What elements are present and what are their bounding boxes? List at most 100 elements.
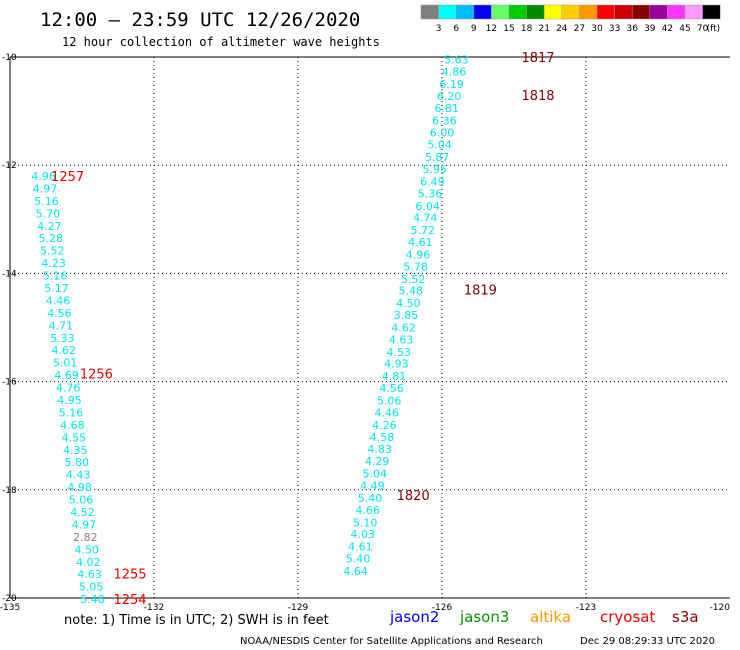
swh-value: 5.52 [401, 273, 426, 286]
swh-value: 4.62 [52, 344, 77, 357]
swh-value: 4.02 [76, 556, 101, 569]
scale-label: 24 [556, 24, 568, 34]
mission-legend-altika: altika [530, 608, 571, 626]
swh-value: 5.16 [59, 406, 84, 419]
swh-value: 6.36 [432, 114, 457, 127]
swh-value: 5.05 [79, 581, 104, 594]
swh-value: 4.53 [387, 346, 412, 359]
scale-label: 3 [436, 24, 442, 34]
scale-label: 36 [626, 24, 638, 34]
x-tick-label: -132 [144, 603, 164, 613]
swh-value: 3.85 [394, 309, 419, 322]
pass-time-label: 1256 [80, 367, 113, 382]
swh-value: 4.96 [406, 248, 431, 261]
y-tick-label: -14 [2, 269, 17, 279]
swh-value: 5.04 [363, 468, 388, 481]
swh-value: 4.86 [442, 66, 467, 79]
pass-time-label: 1819 [464, 284, 497, 299]
scale-swatch [526, 4, 545, 20]
swh-value: 4.63 [389, 333, 414, 346]
scale-swatch [667, 4, 686, 20]
swh-value: 4.74 [413, 212, 438, 225]
swh-value: 4.95 [57, 394, 82, 407]
swh-value: 4.56 [379, 382, 404, 395]
chart-title: 12:00 – 23:59 UTC 12/26/2020 [40, 9, 360, 31]
swh-value: 5.95 [423, 163, 448, 176]
swh-value: 5.16 [43, 270, 68, 283]
scale-label: 42 [662, 24, 673, 34]
swh-value: 5.33 [50, 332, 75, 345]
swh-value: 4.97 [33, 182, 58, 195]
swh-value: 4.81 [382, 370, 407, 383]
swh-value: 4.26 [372, 419, 397, 432]
swh-value: 6.00 [430, 127, 455, 140]
scale-swatch [631, 4, 651, 20]
scale-swatch [420, 4, 439, 20]
scale-swatch [508, 4, 527, 20]
swh-value: 4.97 [72, 518, 97, 531]
swh-value: 4.56 [47, 307, 72, 320]
swh-value: 5.40 [346, 553, 371, 566]
scale-swatch [561, 4, 580, 20]
swh-value: 4.27 [37, 220, 62, 233]
swh-value: 5.17 [44, 282, 69, 295]
swh-value: 4.29 [365, 455, 390, 468]
scale-label: 21 [538, 24, 549, 34]
scale-swatch [543, 4, 563, 20]
swh-value: 4.69 [54, 369, 79, 382]
scale-swatch [596, 4, 615, 20]
swh-value: 4.76 [56, 382, 81, 395]
scale-swatch [438, 4, 457, 20]
swh-value: 6.49 [420, 175, 445, 188]
swh-value: 4.50 [75, 543, 100, 556]
swh-value: 5.06 [69, 494, 94, 507]
swh-value: 5.87 [425, 151, 450, 164]
x-tick-label: -129 [288, 603, 309, 613]
x-tick-label: -126 [432, 603, 453, 613]
footer-timestamp: Dec 29 08:29:33 UTC 2020 [580, 636, 715, 647]
x-tick-label: -135 [0, 603, 20, 613]
swh-value: 5.63 [444, 54, 469, 67]
y-tick-label: -12 [2, 161, 17, 171]
scale-label: 27 [574, 24, 585, 34]
pass-time-label: 1257 [51, 170, 84, 185]
y-tick-label: -16 [2, 378, 17, 388]
swh-value: 5.80 [64, 456, 89, 469]
swh-value: 5.70 [36, 207, 61, 220]
scale-label: 9 [471, 24, 477, 34]
swh-value: 6.04 [415, 200, 440, 213]
pass-time-label: 1255 [113, 568, 146, 583]
swh-value: 6.81 [435, 102, 460, 115]
swh-value: 4.71 [49, 319, 74, 332]
swh-value: 5.28 [39, 232, 64, 245]
scale-swatch [579, 4, 598, 20]
swh-value: 4.83 [367, 443, 392, 456]
scale-swatch [473, 4, 492, 20]
scale-label: 6 [453, 24, 459, 34]
swh-value: 5.04 [427, 139, 452, 152]
swh-value: 4.61 [348, 541, 373, 554]
swh-value: 5.52 [40, 245, 65, 258]
scale-label: 39 [644, 24, 656, 34]
x-tick-label: -120 [710, 603, 731, 613]
pass-time-label: 1820 [397, 489, 430, 504]
swh-value: 4.63 [77, 568, 102, 581]
swh-value: 5.16 [34, 195, 59, 208]
swh-value: 4.66 [355, 504, 380, 517]
swh-value: 5.01 [53, 357, 78, 370]
scale-label: 33 [609, 24, 620, 34]
scale-swatch [702, 4, 721, 20]
swh-value: 4.35 [63, 444, 88, 457]
scale-label: 45 [679, 24, 690, 34]
swh-value: 6.20 [437, 90, 462, 103]
swh-value: 5.48 [80, 593, 105, 606]
swh-value: 4.50 [396, 297, 421, 310]
swh-value: 5.10 [353, 516, 378, 529]
swh-value: 4.96 [31, 170, 56, 183]
swh-value: 4.62 [391, 322, 416, 335]
scale-swatch [684, 4, 703, 20]
swh-value: 4.68 [60, 419, 85, 432]
scale-label: 70 [697, 24, 709, 34]
swh-value: 4.43 [66, 469, 91, 482]
